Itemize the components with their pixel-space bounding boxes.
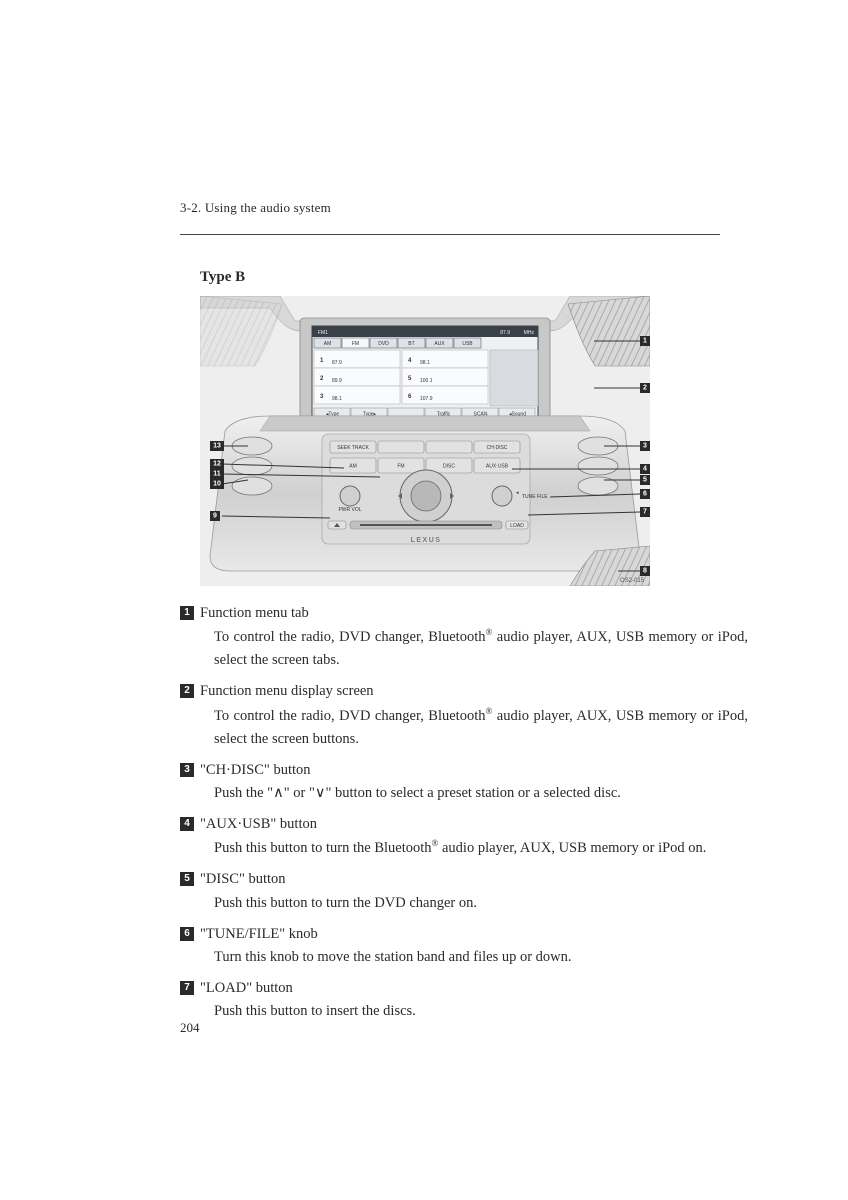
svg-text:AM: AM	[349, 464, 357, 470]
svg-text:BT: BT	[408, 341, 414, 347]
svg-text:3: 3	[643, 443, 647, 450]
callout-number-badge: 7	[180, 981, 194, 995]
callout-item: 7 "LOAD" buttonPush this button to insert…	[180, 977, 748, 1023]
callout-item: 4 "AUX·USB" buttonPush this button to tur…	[180, 813, 748, 860]
svg-text:FM: FM	[352, 341, 359, 347]
svg-text:AUX·USB: AUX·USB	[486, 464, 509, 470]
callout-description: Push the "∧" or "∨" button to select a p…	[200, 782, 748, 805]
svg-text:CH·DISC: CH·DISC	[487, 445, 508, 451]
svg-text:89.9: 89.9	[332, 378, 342, 384]
callout-title: "LOAD" button	[200, 977, 748, 1000]
svg-text:8: 8	[643, 568, 647, 575]
header-rule	[180, 234, 720, 235]
svg-text:5: 5	[643, 477, 647, 484]
callout-title: "DISC" button	[200, 868, 748, 891]
svg-text:107.9: 107.9	[420, 396, 433, 402]
svg-text:SEEK TRACK: SEEK TRACK	[337, 445, 369, 451]
svg-text:87.9: 87.9	[500, 330, 510, 336]
callout-description: Turn this knob to move the station band …	[200, 946, 748, 969]
callout-number-badge: 5	[180, 872, 194, 886]
callout-number-badge: 3	[180, 763, 194, 777]
svg-text:10: 10	[213, 481, 221, 488]
audio-system-diagram: FM1 87.9 MHz AM FM DVD BT AUX USB 1 87.9 2 89.9 3…	[200, 296, 650, 586]
svg-text:MHz: MHz	[524, 330, 535, 336]
svg-text:87.9: 87.9	[332, 360, 342, 366]
svg-text:LOAD: LOAD	[510, 523, 524, 529]
callout-title: "CH·DISC" button	[200, 759, 748, 782]
svg-text:TUNE FILE: TUNE FILE	[522, 494, 548, 500]
svg-text:13: 13	[213, 443, 221, 450]
diagram-container: FM1 87.9 MHz AM FM DVD BT AUX USB 1 87.9 2 89.9 3…	[200, 296, 748, 586]
svg-text:AUX: AUX	[434, 341, 445, 347]
callout-title: "TUNE/FILE" knob	[200, 923, 748, 946]
callout-item: 3 "CH·DISC" buttonPush the "∧" or "∨" but…	[180, 759, 748, 805]
svg-text:2: 2	[643, 385, 647, 392]
callout-description: To control the radio, DVD changer, Bluet…	[200, 704, 748, 751]
svg-text:98.1: 98.1	[420, 360, 430, 366]
callout-item: 1 Function menu tabTo control the radio, …	[180, 602, 748, 672]
page-number: 204	[180, 1020, 200, 1036]
callout-title: Function menu display screen	[200, 680, 748, 703]
svg-text:12: 12	[213, 461, 221, 468]
callout-description: Push this button to turn the DVD changer…	[200, 892, 748, 915]
svg-text:1: 1	[643, 338, 647, 345]
callout-description: Push this button to insert the discs.	[200, 1000, 748, 1023]
svg-text:11: 11	[213, 471, 221, 478]
callout-number-badge: 1	[180, 606, 194, 620]
callout-item: 6 "TUNE/FILE" knobTurn this knob to move …	[180, 923, 748, 969]
callout-list: 1Function menu tabTo control the radio, …	[180, 602, 748, 1023]
callout-number-badge: 2	[180, 684, 194, 698]
svg-text:FM1: FM1	[318, 330, 328, 336]
callout-description: To control the radio, DVD changer, Bluet…	[200, 625, 748, 672]
svg-text:9: 9	[213, 513, 217, 520]
svg-text:AM: AM	[324, 341, 332, 347]
svg-text:98.1: 98.1	[332, 396, 342, 402]
callout-number-badge: 6	[180, 927, 194, 941]
svg-text:DVD: DVD	[378, 341, 389, 347]
svg-text:DISC: DISC	[443, 464, 455, 470]
callout-title: "AUX·USB" button	[200, 813, 748, 836]
svg-text:LEXUS: LEXUS	[411, 537, 442, 544]
callout-number-badge: 4	[180, 817, 194, 831]
svg-text:OS2-015: OS2-015	[620, 578, 645, 584]
callout-item: 2 Function menu display screenTo control …	[180, 680, 748, 750]
section-header: 3-2. Using the audio system	[180, 200, 748, 216]
callout-title: Function menu tab	[200, 602, 748, 625]
svg-text:PWR VOL: PWR VOL	[338, 507, 361, 513]
svg-text:USB: USB	[462, 341, 473, 347]
callout-item: 5 "DISC" buttonPush this button to turn t…	[180, 868, 748, 914]
svg-text:100.1: 100.1	[420, 378, 433, 384]
svg-text:7: 7	[643, 509, 647, 516]
callout-description: Push this button to turn the Bluetooth® …	[200, 836, 748, 860]
type-heading: Type B	[200, 269, 748, 286]
svg-text:FM: FM	[397, 464, 404, 470]
svg-text:4: 4	[643, 466, 647, 473]
svg-text:6: 6	[643, 491, 647, 498]
